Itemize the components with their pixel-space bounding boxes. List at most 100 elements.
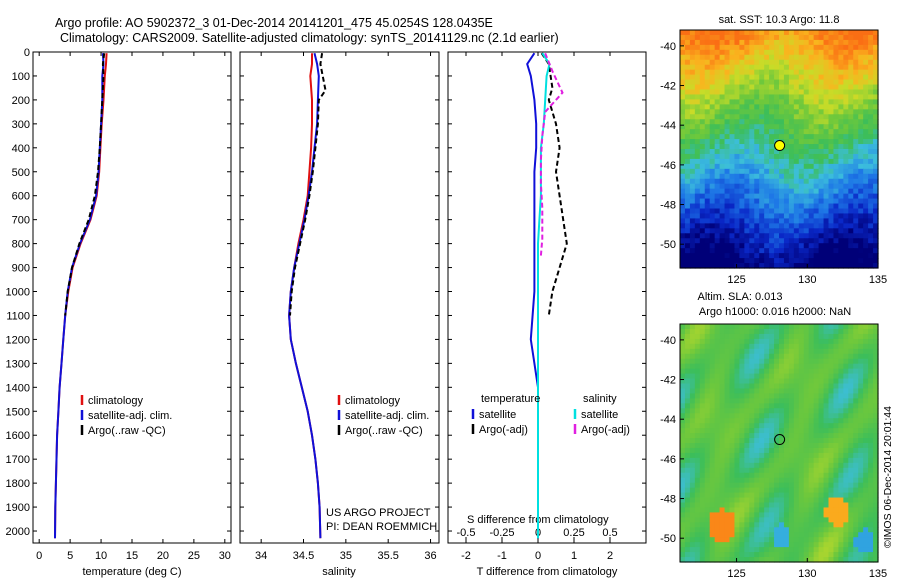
map-cell [719,218,726,224]
map-cell [873,532,879,538]
map-cell [684,393,691,399]
map-cell [813,208,820,215]
map-cell [754,84,760,91]
map-cell [833,438,839,444]
map-cell [709,243,716,249]
map-cell [788,428,795,434]
map-cell [754,393,760,399]
map-cell [680,173,686,180]
map-cell [808,144,815,150]
map-cell [764,333,770,340]
map-cell [868,467,874,474]
map-cell [769,358,775,365]
map-cell [798,398,805,404]
map-cell [729,44,736,51]
map-cell [838,129,844,135]
map-cell [808,502,815,509]
map-cell [828,39,835,46]
map-cell [684,388,691,395]
map-cell [769,94,775,101]
map-cell [719,512,726,518]
map-cell [808,114,815,120]
map-cell [744,188,750,195]
map-cell [739,54,745,61]
map-cell [694,457,701,464]
map-cell [873,497,879,504]
map-cell [764,433,770,439]
map-cell [729,79,736,86]
map-cell [739,144,745,150]
map-cell [843,348,849,355]
map-cell [749,30,755,36]
map-cell [709,198,716,205]
map-cell [793,129,800,135]
map-cell [779,263,785,269]
map-cell [684,64,691,71]
map-cell [749,527,755,533]
map-cell [714,64,721,71]
map-cell [779,178,785,185]
map-cell [798,328,805,335]
map-cell [843,44,849,51]
map-cell [853,457,859,464]
map-cell [689,472,696,479]
map-cell [793,153,800,160]
map-cell [724,253,731,259]
map-cell [689,119,696,125]
map-cell [774,403,780,409]
map-cell [774,378,780,385]
map-cell [719,363,726,370]
map-cell [823,173,830,180]
map-cell [744,492,750,499]
map-cell [719,34,726,41]
map-cell [744,198,750,205]
map-cell [719,134,726,140]
map-cell [729,213,736,220]
map-cell [838,99,844,105]
map-cell [858,94,864,101]
map-cell [818,433,825,439]
map-cell [694,423,701,429]
map-cell [729,527,736,533]
map-cell [848,198,854,205]
map-cell [843,512,849,518]
map-cell [788,457,795,464]
map-cell [853,482,859,489]
map-cell [779,84,785,91]
map-cell [843,482,849,489]
map-cell [788,507,795,514]
map-cell [714,438,721,444]
map-cell [774,158,780,165]
map-cell [853,213,859,220]
map-cell [764,477,770,484]
map-cell [729,168,736,175]
map-cell [709,119,716,125]
map-cell [858,398,864,404]
map-cell [754,139,760,145]
map-cell [744,502,750,509]
map-cell [774,74,780,81]
map-cell [759,502,765,509]
map-cell [769,258,775,264]
map-cell [779,467,785,474]
map-cell [838,84,844,91]
map-y-tick-label: -48 [660,494,676,506]
map-cell [873,198,879,205]
map-cell [684,507,691,514]
map-cell [868,368,874,375]
map-cell [714,482,721,489]
map-cell [808,198,815,205]
map-cell [818,104,825,110]
map-cell [873,418,879,424]
map-cell [759,497,765,504]
map-cell [699,438,706,444]
map-cell [813,512,820,518]
map-cell [734,438,740,444]
map-cell [729,54,736,61]
map-cell [818,358,825,365]
map-cell [868,213,874,220]
map-cell [853,452,859,459]
map-cell [699,243,706,249]
map-cell [853,149,859,155]
map-cell [729,438,736,444]
